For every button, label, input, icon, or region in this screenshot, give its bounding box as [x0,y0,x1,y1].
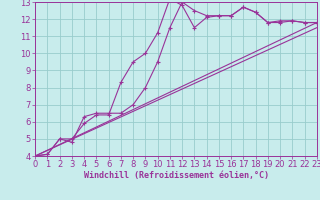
X-axis label: Windchill (Refroidissement éolien,°C): Windchill (Refroidissement éolien,°C) [84,171,268,180]
